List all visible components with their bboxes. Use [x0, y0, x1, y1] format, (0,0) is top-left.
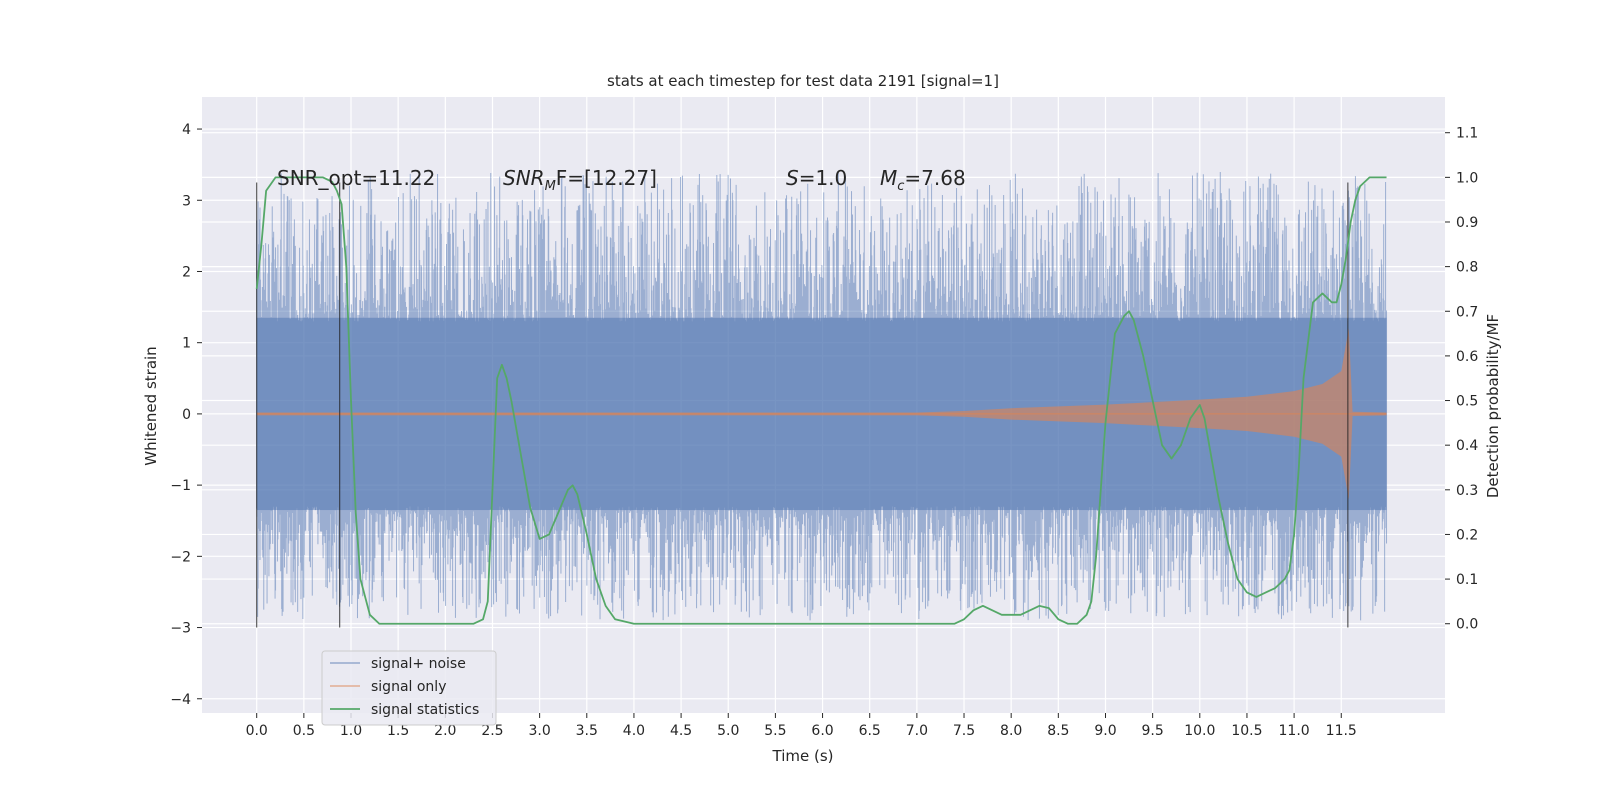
x-tick-label: 5.5 [764, 723, 786, 739]
x-tick-label: 7.5 [953, 723, 975, 739]
x-tick-label: 8.5 [1047, 723, 1069, 739]
annotation-mc: Mc=7.68 [880, 166, 966, 194]
x-axis-label: Time (s) [772, 747, 834, 765]
x-tick-label: 1.0 [340, 723, 362, 739]
annotation-s: S=1.0 [786, 166, 847, 190]
y-right-tick-label: 1.0 [1456, 170, 1478, 186]
x-tick-label: 9.0 [1094, 723, 1116, 739]
x-tick-label: 7.0 [906, 723, 928, 739]
annotation-mc-value: =7.68 [904, 166, 965, 190]
x-tick-label: 9.5 [1142, 723, 1164, 739]
y-axis-right-label: Detection probability/MF [1484, 314, 1502, 498]
x-tick-label: 1.5 [387, 723, 409, 739]
x-tick-label: 0.5 [293, 723, 315, 739]
y-axis-left-label: Whitened strain [142, 346, 160, 465]
annotation-snr-mf-subscript: M [545, 179, 556, 194]
y-axis-left-ticks: −4 −3 −2 −1 0 1 2 3 4 [170, 122, 202, 708]
y-right-tick-label: 0.7 [1456, 304, 1478, 320]
legend-label-signal-noise: signal+ noise [371, 656, 466, 672]
x-tick-label: 2.0 [434, 723, 456, 739]
y-left-tick-label: 2 [182, 264, 191, 280]
signal-statistics-line [255, 176, 1387, 625]
x-tick-label: 6.5 [859, 723, 881, 739]
x-tick-label: 10.0 [1184, 723, 1215, 739]
y-right-tick-label: 0.5 [1456, 394, 1478, 410]
y-right-tick-label: 0.3 [1456, 483, 1478, 499]
annotation-mc-symbol: M [880, 166, 897, 190]
chart-title: stats at each timestep for test data 219… [607, 72, 999, 90]
y-left-tick-label: 4 [182, 122, 191, 138]
x-tick-label: 11.5 [1326, 723, 1357, 739]
annotation-snr-mf-symbol: SNR [503, 166, 545, 190]
x-tick-label: 5.0 [717, 723, 739, 739]
y-left-tick-label: 1 [182, 336, 191, 352]
x-tick-label: 8.0 [1000, 723, 1022, 739]
y-left-tick-label: −3 [170, 621, 191, 637]
y-left-tick-label: −1 [170, 478, 191, 494]
legend-label-signal-only: signal only [371, 679, 446, 695]
y-right-tick-label: 0.2 [1456, 527, 1478, 543]
annotation-s-value: =1.0 [799, 166, 848, 190]
series-signal-statistics [255, 176, 1387, 625]
y-left-tick-label: 3 [182, 193, 191, 209]
x-tick-label: 2.5 [481, 723, 503, 739]
x-tick-label: 0.0 [246, 723, 268, 739]
y-right-tick-label: 0.4 [1456, 438, 1478, 454]
annotation-s-symbol: S [786, 166, 799, 190]
y-left-tick-label: 0 [182, 407, 191, 423]
legend-label-signal-statistics: signal statistics [371, 702, 479, 718]
y-axis-right-ticks: 0.0 0.1 0.2 0.3 0.4 0.5 0.6 0.7 0.8 0.9 1.0 1.1 [1445, 126, 1478, 633]
annotation-mc-subscript: c [897, 179, 904, 194]
annotation-snr-mf: SNRMF=[12.27] [503, 166, 657, 194]
x-tick-label: 3.5 [576, 723, 598, 739]
x-tick-label: 3.0 [528, 723, 550, 739]
y-right-tick-label: 0.8 [1456, 260, 1478, 276]
x-tick-label: 4.5 [670, 723, 692, 739]
y-right-tick-label: 0.6 [1456, 349, 1478, 365]
y-right-tick-label: 0.0 [1456, 617, 1478, 633]
x-tick-label: 4.0 [623, 723, 645, 739]
legend-box [321, 650, 497, 726]
legend: signal+ noise signal only signal statist… [321, 650, 497, 726]
y-right-tick-label: 0.9 [1456, 215, 1478, 231]
y-right-tick-label: 0.1 [1456, 572, 1478, 588]
x-axis-ticks: 0.0 0.5 1.0 1.5 2.0 2.5 3.0 3.5 4.0 4.5 5.0 5.5 6.0 6… [246, 713, 1357, 739]
series-signal-only [256, 328, 1387, 500]
x-tick-label: 6.0 [811, 723, 833, 739]
vertical-markers [256, 182, 1349, 628]
plot-content [255, 172, 1388, 628]
x-tick-label: 10.5 [1231, 723, 1262, 739]
y-right-tick-label: 1.1 [1456, 126, 1478, 142]
annotation-snr-opt: SNR_opt=11.22 [277, 166, 435, 190]
annotation-snr-mf-value: F=[12.27] [556, 166, 657, 190]
y-left-tick-label: −4 [170, 692, 191, 708]
y-left-tick-label: −2 [170, 549, 191, 565]
x-tick-label: 11.0 [1279, 723, 1310, 739]
